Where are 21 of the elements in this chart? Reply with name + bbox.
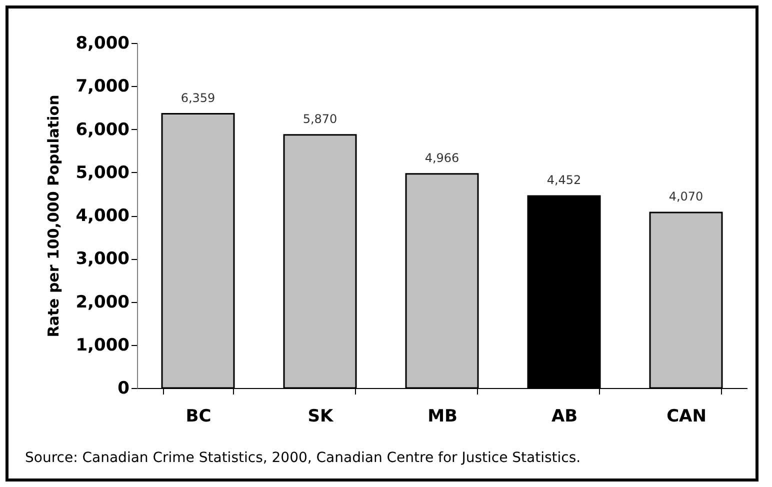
data-label: 4,966 [424, 150, 460, 165]
x-tick-label: SK [308, 406, 334, 426]
y-tick-label: 1,000 [76, 335, 130, 356]
y-tick-label: 0 [118, 378, 130, 398]
data-label: 4,070 [668, 189, 704, 204]
x-tick-label: AB [551, 406, 578, 426]
x-tick-label: BC [186, 406, 212, 426]
data-label: 5,870 [302, 112, 338, 126]
y-tick-label: 5,000 [76, 162, 130, 183]
y-tick-label: 6,000 [76, 120, 130, 140]
y-tick-label: 4,000 [76, 206, 130, 226]
y-axis-title: Rate per 100,000 Population [44, 94, 63, 338]
y-tick-label: 8,000 [76, 34, 130, 54]
source-note: Source: Canadian Crime Statistics, 2000, Canadian Centre for Justice Statistics. [25, 450, 581, 466]
y-tick-label: 3,000 [76, 249, 130, 270]
y-tick-label: 7,000 [76, 76, 130, 97]
x-tick-label: MB [428, 406, 458, 426]
x-tick-label: CAN [666, 406, 706, 426]
data-label: 6,359 [180, 90, 216, 105]
data-label: 4,452 [546, 173, 582, 188]
y-tick-label: 2,000 [76, 292, 130, 312]
